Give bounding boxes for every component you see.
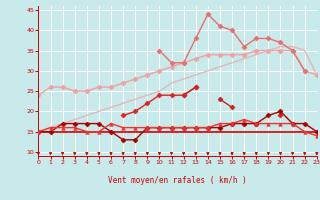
X-axis label: Vent moyen/en rafales ( km/h ): Vent moyen/en rafales ( km/h ) <box>108 176 247 185</box>
